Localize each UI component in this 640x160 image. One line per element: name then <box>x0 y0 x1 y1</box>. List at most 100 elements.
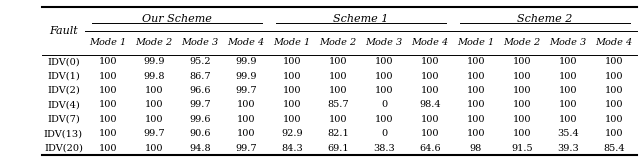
Text: 86.7: 86.7 <box>189 72 211 81</box>
Text: Scheme 1: Scheme 1 <box>333 14 388 24</box>
Text: 100: 100 <box>513 100 531 109</box>
Text: Scheme 2: Scheme 2 <box>517 14 573 24</box>
Text: IDV(0): IDV(0) <box>47 57 79 66</box>
Text: 100: 100 <box>237 100 255 109</box>
Text: 100: 100 <box>605 115 623 124</box>
Text: 100: 100 <box>374 72 393 81</box>
Text: 85.4: 85.4 <box>603 144 625 152</box>
Text: 100: 100 <box>374 86 393 95</box>
Text: 99.9: 99.9 <box>236 72 257 81</box>
Text: 98: 98 <box>470 144 482 152</box>
Text: 82.1: 82.1 <box>327 129 349 138</box>
Text: 100: 100 <box>329 57 348 66</box>
Text: 99.7: 99.7 <box>236 86 257 95</box>
Text: 100: 100 <box>99 144 117 152</box>
Text: Mode 3: Mode 3 <box>365 38 403 47</box>
Text: 100: 100 <box>145 115 163 124</box>
Text: 99.9: 99.9 <box>236 57 257 66</box>
Text: 99.6: 99.6 <box>189 115 211 124</box>
Text: 100: 100 <box>145 144 163 152</box>
Text: 99.8: 99.8 <box>143 72 165 81</box>
Text: 100: 100 <box>283 100 301 109</box>
Text: 100: 100 <box>99 86 117 95</box>
Text: Our Scheme: Our Scheme <box>142 14 212 24</box>
Text: 99.7: 99.7 <box>189 100 211 109</box>
Text: 100: 100 <box>605 57 623 66</box>
Text: 100: 100 <box>374 57 393 66</box>
Text: 100: 100 <box>605 129 623 138</box>
Text: 100: 100 <box>420 86 439 95</box>
Text: 100: 100 <box>467 115 485 124</box>
Text: 100: 100 <box>283 72 301 81</box>
Text: 100: 100 <box>513 72 531 81</box>
Text: IDV(4): IDV(4) <box>47 100 80 109</box>
Text: 91.5: 91.5 <box>511 144 532 152</box>
Text: Mode 4: Mode 4 <box>227 38 265 47</box>
Text: Mode 2: Mode 2 <box>319 38 356 47</box>
Text: 100: 100 <box>145 86 163 95</box>
Text: 100: 100 <box>467 129 485 138</box>
Text: 96.6: 96.6 <box>189 86 211 95</box>
Text: 0: 0 <box>381 129 387 138</box>
Text: 38.3: 38.3 <box>373 144 395 152</box>
Text: 100: 100 <box>513 129 531 138</box>
Text: 100: 100 <box>605 72 623 81</box>
Text: 99.7: 99.7 <box>236 144 257 152</box>
Text: 0: 0 <box>381 100 387 109</box>
Text: IDV(2): IDV(2) <box>47 86 80 95</box>
Text: Mode 3: Mode 3 <box>549 38 586 47</box>
Text: 100: 100 <box>420 72 439 81</box>
Text: 100: 100 <box>559 100 577 109</box>
Text: 92.9: 92.9 <box>281 129 303 138</box>
Text: 100: 100 <box>283 57 301 66</box>
Text: 100: 100 <box>420 115 439 124</box>
Text: Mode 1: Mode 1 <box>90 38 127 47</box>
Text: 100: 100 <box>467 86 485 95</box>
Text: Mode 4: Mode 4 <box>412 38 449 47</box>
Text: 99.9: 99.9 <box>143 57 165 66</box>
Text: 100: 100 <box>99 72 117 81</box>
Text: Mode 2: Mode 2 <box>503 38 541 47</box>
Text: 100: 100 <box>283 86 301 95</box>
Text: IDV(7): IDV(7) <box>47 115 80 124</box>
Text: 100: 100 <box>467 72 485 81</box>
Text: 100: 100 <box>420 57 439 66</box>
Text: 100: 100 <box>513 57 531 66</box>
Text: 39.3: 39.3 <box>557 144 579 152</box>
Text: 69.1: 69.1 <box>327 144 349 152</box>
Text: 100: 100 <box>467 100 485 109</box>
Text: IDV(20): IDV(20) <box>44 144 83 152</box>
Text: 100: 100 <box>374 115 393 124</box>
Text: 100: 100 <box>513 86 531 95</box>
Text: 100: 100 <box>329 115 348 124</box>
Text: 100: 100 <box>420 129 439 138</box>
Text: 100: 100 <box>145 100 163 109</box>
Text: Mode 2: Mode 2 <box>136 38 173 47</box>
Text: 100: 100 <box>329 72 348 81</box>
Text: 100: 100 <box>605 100 623 109</box>
Text: 100: 100 <box>99 100 117 109</box>
Text: 100: 100 <box>559 86 577 95</box>
Text: IDV(13): IDV(13) <box>44 129 83 138</box>
Text: 100: 100 <box>237 115 255 124</box>
Text: 100: 100 <box>99 129 117 138</box>
Text: 100: 100 <box>559 115 577 124</box>
Text: Mode 4: Mode 4 <box>595 38 632 47</box>
Text: 64.6: 64.6 <box>419 144 441 152</box>
Text: 90.6: 90.6 <box>189 129 211 138</box>
Text: 98.4: 98.4 <box>419 100 441 109</box>
Text: 85.7: 85.7 <box>327 100 349 109</box>
Text: 100: 100 <box>237 129 255 138</box>
Text: Fault: Fault <box>49 26 77 36</box>
Text: Mode 1: Mode 1 <box>273 38 310 47</box>
Text: 100: 100 <box>559 72 577 81</box>
Text: 100: 100 <box>513 115 531 124</box>
Text: 95.2: 95.2 <box>189 57 211 66</box>
Text: 100: 100 <box>467 57 485 66</box>
Text: 100: 100 <box>99 115 117 124</box>
Text: 100: 100 <box>329 86 348 95</box>
Text: Mode 3: Mode 3 <box>181 38 219 47</box>
Text: 35.4: 35.4 <box>557 129 579 138</box>
Text: Mode 1: Mode 1 <box>457 38 495 47</box>
Text: 100: 100 <box>99 57 117 66</box>
